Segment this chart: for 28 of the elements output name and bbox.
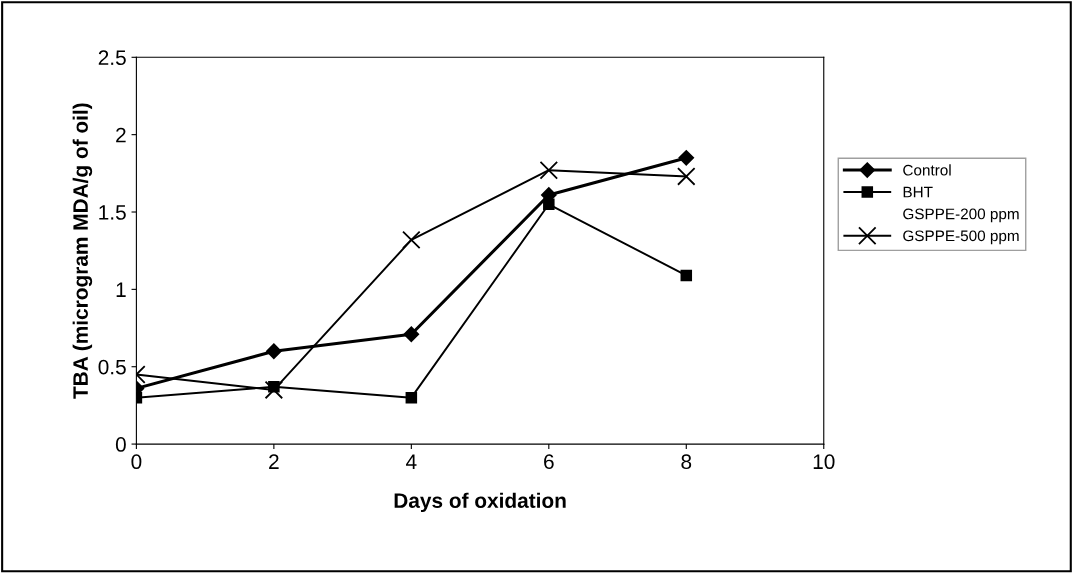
y-tick-label: 0.5: [98, 359, 126, 375]
legend-label: GSPPE-500 ppm: [903, 230, 1019, 245]
point: [264, 380, 284, 400]
point: [405, 391, 418, 404]
point: [543, 198, 555, 211]
x-tick-label: 0: [131, 454, 142, 470]
y-tick-label: 1.5: [99, 205, 126, 220]
y-tick-label: 1: [116, 282, 126, 297]
x-axis-title: Days of oxidation: [394, 492, 566, 513]
x-tick-label: 2: [269, 454, 279, 469]
x-tick-label: 8: [681, 454, 692, 470]
x-tick-label: 10: [813, 454, 835, 470]
point: [539, 161, 559, 180]
point: [266, 343, 282, 360]
legend-label: Control: [903, 164, 951, 176]
y-tick-label: 0: [115, 437, 126, 452]
point: [680, 269, 693, 282]
x-tick-label: 6: [544, 454, 554, 470]
point: [403, 326, 420, 343]
y-tick-label: 2.5: [98, 50, 126, 66]
point: [402, 230, 421, 250]
x-tick-label: 4: [406, 454, 417, 469]
text: GSPPE-200 ppm: [903, 208, 1019, 223]
y-axis-title: TBA (microgram MDA/g of oil): [72, 103, 93, 399]
point: [677, 167, 696, 186]
legend-label: BHT: [903, 186, 933, 198]
point: [678, 150, 695, 166]
y-tick-label: 2: [116, 127, 126, 143]
